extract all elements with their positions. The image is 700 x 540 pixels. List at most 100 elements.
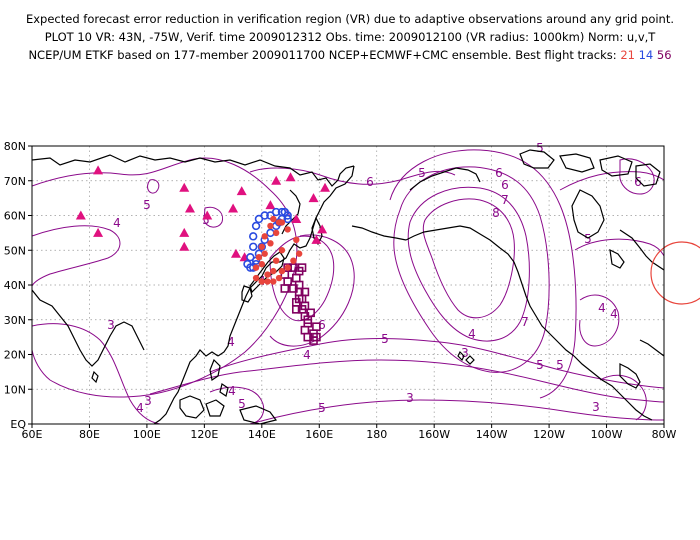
red-track-point [267,240,274,247]
purple-track-point [306,308,315,318]
observation-triangle [93,165,104,175]
observation-triangle [308,193,319,203]
contour-label: 5 [381,332,389,346]
markers [75,165,331,345]
contour-label: 6 [318,318,326,332]
title-line-1: Expected forecast error reduction in ver… [25,12,675,26]
red-track-point [267,222,274,230]
red-track-point [284,264,291,271]
contour-label: 7 [521,315,529,329]
contour-label: 5 [556,358,564,372]
red-track-point [270,267,277,275]
contour-label: 5 [238,397,246,411]
blue-track-point [283,214,292,224]
y-tick-label: 40N [4,279,26,292]
x-tick-label: 120E [190,428,218,441]
red-track-point [258,243,266,250]
observation-triangle [228,203,239,213]
contour-label: 4 [136,401,144,415]
x-tick-label: 100E [133,428,161,441]
contour-label: 4 [610,307,618,321]
grid-lines [32,146,664,424]
x-tick-label: 80E [79,428,100,441]
plot-title: Expected forecast error reduction in ver… [0,10,700,64]
observation-triangle [179,227,190,237]
red-track-point [275,274,283,282]
title-line-3-prefix: NCEP/UM ETKF based on 177-member 2009011… [28,48,617,62]
observation-triangle [185,203,195,213]
red-track-point [272,257,280,264]
y-tick-label: 50N [4,244,26,257]
red-track-point [258,278,266,285]
observation-triangle [236,186,247,196]
contour-label: 4 [598,301,606,315]
observation-triangle [93,227,104,237]
red-track-point [272,229,280,237]
contour-label: 5 [536,358,544,372]
contour-label: 5 [536,141,544,155]
x-tick-label: 180 [366,428,387,441]
y-tick-label: 10N [4,383,26,396]
contour-label: 3 [592,400,600,414]
contour-label: 5 [318,401,326,415]
blue-track-point [271,207,281,217]
red-track-point [290,257,297,264]
observation-triangle [320,182,331,192]
y-tick-label: 60N [4,210,26,223]
observation-triangle [179,182,190,192]
verification-region-circle [650,241,700,305]
contour-label: 6 [495,166,503,180]
contour-label: 4 [303,348,311,362]
blue-track-point [249,242,258,251]
y-tick-label: EQ [10,418,26,431]
x-tick-label: 120W [533,428,565,441]
track-red-label: 21 [620,48,635,62]
contour-label: 4 [468,327,476,341]
observation-triangle [179,241,190,251]
blue-track-point [251,221,261,231]
coastlines [32,149,664,424]
red-track-point [275,219,283,226]
contour-label: 5 [143,198,151,212]
contour-label: 7 [501,193,509,207]
contour-label: 6 [634,175,642,189]
blue-track-point [280,207,289,217]
purple-track-point [291,273,301,283]
observation-triangle [311,234,322,244]
track-blue-label: 14 [638,48,654,62]
red-track-point [270,278,277,285]
contour-lines [32,149,664,424]
red-track-point [261,250,268,257]
contour-label: 3 [144,394,152,408]
red-track-point [258,260,266,268]
observation-triangle [230,248,241,258]
purple-track-point [312,322,321,332]
x-tick-label: 140E [248,428,276,441]
observation-triangle [202,210,213,220]
red-track-point [261,233,268,240]
blue-track-point [249,232,258,241]
red-track-point [293,236,300,244]
x-tick-label: 160W [418,428,450,441]
contour-label: 6 [366,175,374,189]
x-tick-label: 100W [591,428,623,441]
y-tick-label: 20N [4,349,26,362]
purple-track-point [280,284,290,293]
contour-label: 4 [227,335,235,349]
contour-label: 3 [107,318,115,332]
contour-label: 4 [228,384,236,398]
title-line-2: PLOT 10 VR: 43N, -75W, Verif. time 20090… [44,30,656,44]
observation-triangle [317,224,328,234]
y-tick-label: 70N [4,175,26,188]
contour-label: 5 [584,232,592,246]
y-tick-label: 30N [4,314,26,327]
y-tick-label: 80N [4,140,26,153]
blue-track-point [266,228,275,238]
red-track-point [284,226,291,233]
purple-track-point [294,266,304,276]
title-line-3: NCEP/UM ETKF based on 177-member 2009011… [0,46,700,64]
observation-triangle [75,210,86,220]
red-track-point [278,247,286,254]
red-track-point [270,215,277,223]
red-track-point [278,267,286,275]
